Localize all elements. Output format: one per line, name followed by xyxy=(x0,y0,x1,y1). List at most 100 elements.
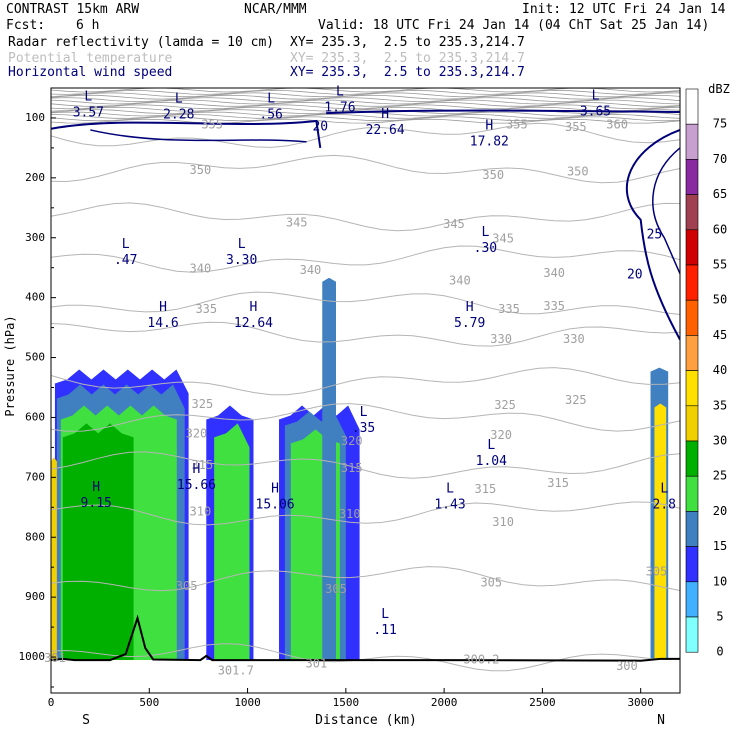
theta-contour-350 xyxy=(51,154,680,184)
extremum-kind-0: L xyxy=(84,89,92,104)
colorbar-label-25: 25 xyxy=(713,469,727,483)
plot-frame xyxy=(50,87,681,694)
colorbar-label-15: 15 xyxy=(713,539,727,553)
colorbar-swatch-0 xyxy=(685,616,699,653)
y-tick-label-400: 400 xyxy=(25,291,45,304)
colorbar-swatch-15 xyxy=(685,511,699,547)
extremum-value-3: 1.76 xyxy=(324,100,355,115)
colorbar-label-55: 55 xyxy=(713,258,727,272)
extremum-kind-5: H xyxy=(381,107,389,122)
theta-label-21: 325 xyxy=(565,393,587,407)
theta-label-0: 355 xyxy=(201,118,223,132)
x-tick-label-1000: 1000 xyxy=(234,696,261,709)
x-tick-label-2000: 2000 xyxy=(431,696,458,709)
wind-contour-20-lower xyxy=(90,129,307,143)
theta-label-24: 320 xyxy=(490,428,512,442)
theta-label-14: 335 xyxy=(195,302,217,316)
extremum-value-5: 22.64 xyxy=(366,123,405,138)
terrain xyxy=(51,614,680,662)
colorbar-swatch-65 xyxy=(685,159,699,195)
theta-upper-line-13 xyxy=(51,118,680,124)
extremum-value-14: 1.04 xyxy=(476,454,507,469)
theta-label-9: 345 xyxy=(492,231,514,245)
extremum-value-6: 17.82 xyxy=(470,135,509,150)
theta-label-20: 325 xyxy=(494,398,516,412)
colorbar-swatch-45 xyxy=(685,299,699,336)
fcst-label: Fcst: xyxy=(6,18,46,33)
extremum-kind-4: L xyxy=(592,89,600,104)
theta-label-6: 350 xyxy=(567,164,589,178)
colorbar-label-60: 60 xyxy=(713,222,727,236)
extremum-kind-15: H xyxy=(193,462,201,477)
theta-label-34: 305 xyxy=(480,575,502,589)
y-tick-label-600: 600 xyxy=(25,410,45,423)
theta-contour-320 xyxy=(51,403,680,432)
colorbar-label-40: 40 xyxy=(713,363,727,377)
extremum-kind-9: L xyxy=(481,225,489,240)
y-tick-label-800: 800 xyxy=(25,530,45,543)
x-end-right: N xyxy=(657,713,665,728)
y-tick-label-100: 100 xyxy=(25,111,45,124)
extremum-kind-10: H xyxy=(159,300,167,315)
extremum-kind-20: L xyxy=(381,607,389,622)
field-reflectivity-xy: XY= 235.3, 2.5 to 235.3,214.7 xyxy=(290,35,525,50)
wind-contours xyxy=(51,109,680,341)
reflectivity-region-3 xyxy=(62,423,134,661)
colorbar-swatch-5 xyxy=(685,581,699,618)
colorbar-swatch-30 xyxy=(685,405,699,442)
colorbar-label-75: 75 xyxy=(713,117,727,131)
theta-upper-line-11 xyxy=(51,113,680,119)
theta-contour-305 xyxy=(51,566,680,592)
extremum-kind-16: H xyxy=(92,480,100,495)
theta-upper-line-7 xyxy=(51,104,680,110)
theta-upper-line-4 xyxy=(51,97,680,102)
theta-label-8: 345 xyxy=(443,217,465,231)
extremum-value-2: .56 xyxy=(259,108,282,123)
axes: 100 200 300 400 500 600 700 800 900 1000 0 500 1000 1… xyxy=(19,111,654,709)
theta-label-35: 305 xyxy=(646,565,668,579)
colorbar-swatch-40 xyxy=(685,335,699,371)
x-end-left: S xyxy=(82,713,90,728)
y-tick-label-700: 700 xyxy=(25,470,45,483)
extremum-value-13: .35 xyxy=(352,421,375,436)
extremum-value-1: 2.28 xyxy=(163,108,194,123)
theta-label-15: 335 xyxy=(498,302,520,316)
theta-label-19: 325 xyxy=(192,397,214,411)
theta-upper-line-1 xyxy=(51,89,680,95)
theta-label-12: 340 xyxy=(449,273,471,287)
theta-label-13: 340 xyxy=(543,266,565,280)
theta-contour-310 xyxy=(51,501,680,526)
theta-label-37: 301 xyxy=(306,657,328,671)
colorbar-label-45: 45 xyxy=(713,328,727,342)
theta-upper-line-8 xyxy=(51,106,680,112)
extremum-value-17: 15.06 xyxy=(256,498,295,513)
colorbar-swatch-10 xyxy=(685,546,699,583)
theta-label-3: 360 xyxy=(606,118,628,132)
field-wind: Horizontal wind speed xyxy=(8,65,173,80)
theta-label-1: 355 xyxy=(506,118,528,132)
y-tick-label-500: 500 xyxy=(25,351,45,364)
extremum-value-7: .47 xyxy=(114,253,137,268)
colorbar-label-35: 35 xyxy=(713,398,727,412)
theta-label-31: 310 xyxy=(492,515,514,529)
colorbar-label-70: 70 xyxy=(713,152,727,166)
extremum-kind-13: L xyxy=(360,405,368,420)
extremum-kind-18: L xyxy=(446,482,454,497)
field-wind-xy: XY= 235.3, 2.5 to 235.3,214.7 xyxy=(290,65,525,80)
theta-label-17: 330 xyxy=(490,332,512,346)
colorbar-unit: dBZ xyxy=(708,82,730,96)
wind-label-1: 20 xyxy=(627,267,643,282)
colorbar-swatch-70 xyxy=(685,123,699,160)
colorbar-label-20: 20 xyxy=(713,504,727,518)
extremum-value-0: 3.57 xyxy=(73,105,104,120)
theta-upper-line-3 xyxy=(51,94,680,100)
theta-label-32: 305 xyxy=(176,579,198,593)
theta-label-40: 301 xyxy=(44,651,66,665)
extremum-value-19: 2.8 xyxy=(653,498,676,513)
theta-contour-345 xyxy=(51,202,680,232)
extremum-value-8: 3.30 xyxy=(226,253,257,268)
theta-label-27: 315 xyxy=(475,482,497,496)
theta-contour-325 xyxy=(51,367,680,396)
y-tick-label-900: 900 xyxy=(25,590,45,603)
extremum-kind-11: H xyxy=(250,300,258,315)
